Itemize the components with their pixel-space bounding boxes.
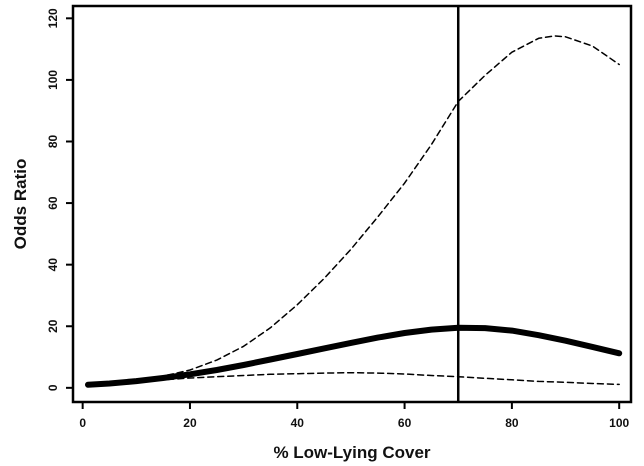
y-tick-label: 40 [46, 258, 60, 272]
series-group [85, 35, 623, 388]
series-line-upper-bound [87, 35, 620, 386]
x-tick-label: 80 [505, 416, 519, 430]
x-tick-label: 40 [291, 416, 305, 430]
x-tick-label: 20 [183, 416, 197, 430]
x-axis-title: % Low-Lying Cover [273, 443, 430, 462]
y-tick-label: 0 [46, 384, 60, 391]
y-tick-label: 60 [46, 196, 60, 210]
y-tick-label: 100 [46, 70, 60, 90]
x-tick-label: 0 [79, 416, 86, 430]
y-axis-title: Odds Ratio [11, 159, 30, 250]
y-tick-label: 20 [46, 319, 60, 333]
y-axis: 0 20 40 60 80 100 120 [46, 8, 73, 391]
series-line-lower-bound [87, 371, 620, 386]
x-axis: 0 20 40 60 80 100 [79, 402, 630, 430]
x-tick-label: 60 [398, 416, 412, 430]
y-tick-label: 120 [46, 8, 60, 28]
series-line-estimate [85, 324, 623, 388]
x-tick-label: 100 [609, 416, 629, 430]
y-tick-label: 80 [46, 134, 60, 148]
